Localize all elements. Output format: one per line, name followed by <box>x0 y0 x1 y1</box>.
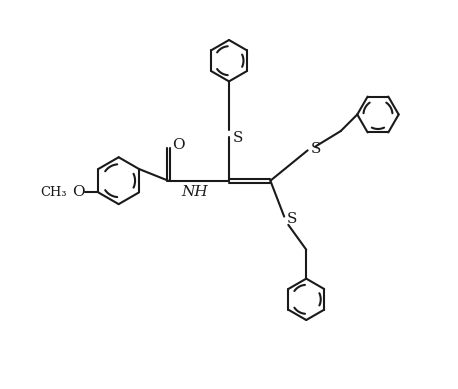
Text: NH: NH <box>181 185 208 199</box>
Text: S: S <box>233 131 244 145</box>
Text: S: S <box>311 142 321 156</box>
Text: CH₃: CH₃ <box>40 186 66 199</box>
Text: S: S <box>287 212 297 226</box>
Text: O: O <box>173 138 185 152</box>
Text: O: O <box>72 186 85 200</box>
